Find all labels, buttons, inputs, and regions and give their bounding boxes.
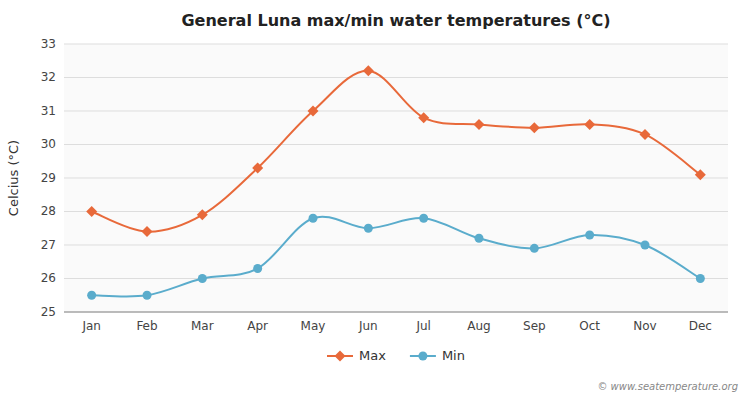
y-axis-label: Celcius (°C): [6, 140, 21, 216]
series-line: [92, 71, 701, 232]
y-tick-label: 26: [41, 271, 56, 285]
legend-marker: [335, 351, 346, 362]
legend: Max Min: [327, 348, 465, 363]
plot-area: [64, 44, 728, 312]
legend-item: Max: [327, 348, 386, 363]
series-0: [86, 65, 706, 237]
data-point: [363, 65, 374, 76]
legend-item: Min: [410, 348, 465, 363]
x-tick-label: Mar: [191, 319, 214, 333]
legend-label: Max: [359, 348, 386, 363]
data-point: [530, 244, 539, 253]
title: General Luna max/min water temperatures …: [181, 11, 610, 30]
y-tick-label: 32: [41, 70, 56, 84]
data-point: [418, 112, 429, 123]
data-point: [197, 209, 208, 220]
data-point: [419, 214, 428, 223]
x-tick-label: Dec: [689, 319, 712, 333]
chart: 25 26 27 28 29 30 31 32 33 Jan Feb Mar Apr May Jun Jul A…: [0, 0, 750, 400]
data-layer: [86, 65, 706, 299]
x-tick-label: Aug: [467, 319, 490, 333]
data-point: [309, 214, 318, 223]
data-point: [253, 264, 262, 273]
data-point: [475, 234, 484, 243]
x-tick-label: May: [301, 319, 326, 333]
x-tick-label: Jun: [358, 319, 378, 333]
data-point: [86, 206, 97, 217]
x-tick-label: Sep: [523, 319, 546, 333]
grid-line: [64, 278, 728, 279]
grid-line: [64, 111, 728, 112]
x-tick-label: Apr: [247, 319, 268, 333]
grid-line: [64, 312, 728, 313]
data-point: [585, 230, 594, 239]
data-point: [529, 122, 540, 133]
data-point: [308, 106, 319, 117]
x-tick-label: Nov: [633, 319, 656, 333]
data-point: [87, 291, 96, 300]
annotation: © www.seatemperature.org: [597, 381, 738, 392]
series-line: [92, 217, 701, 297]
y-tick-label: 31: [41, 104, 56, 118]
x-axis: Jan Feb Mar Apr May Jun Jul Aug Sep Oct Nov Dec: [81, 319, 712, 333]
data-point: [364, 224, 373, 233]
y-tick-label: 30: [41, 137, 56, 151]
legend-label: Min: [442, 348, 465, 363]
grid: [64, 44, 728, 312]
data-point: [695, 169, 706, 180]
data-point: [584, 119, 595, 130]
x-tick-label: Oct: [579, 319, 600, 333]
x-tick-label: Jul: [415, 319, 430, 333]
x-tick-label: Feb: [136, 319, 157, 333]
data-point: [143, 291, 152, 300]
grid-line: [64, 44, 728, 45]
grid-line: [64, 245, 728, 246]
y-tick-label: 33: [41, 37, 56, 51]
y-tick-label: 28: [41, 204, 56, 218]
grid-line: [64, 211, 728, 212]
data-point: [198, 274, 207, 283]
grid-line: [64, 178, 728, 179]
data-point: [641, 241, 650, 250]
grid-line: [64, 144, 728, 145]
legend-marker: [418, 352, 427, 361]
x-axis-line: [64, 312, 728, 313]
data-point: [474, 119, 485, 130]
data-point: [142, 226, 153, 237]
data-point: [252, 162, 263, 173]
chart-container: 25 26 27 28 29 30 31 32 33 Jan Feb Mar Apr May Jun Jul A…: [0, 0, 750, 400]
y-tick-label: 25: [41, 305, 56, 319]
y-tick-label: 27: [41, 238, 56, 252]
data-point: [640, 129, 651, 140]
grid-line: [64, 77, 728, 78]
series-1: [87, 214, 705, 300]
x-tick-label: Jan: [81, 319, 101, 333]
data-point: [696, 274, 705, 283]
y-axis: 25 26 27 28 29 30 31 32 33: [41, 37, 56, 319]
y-tick-label: 29: [41, 171, 56, 185]
